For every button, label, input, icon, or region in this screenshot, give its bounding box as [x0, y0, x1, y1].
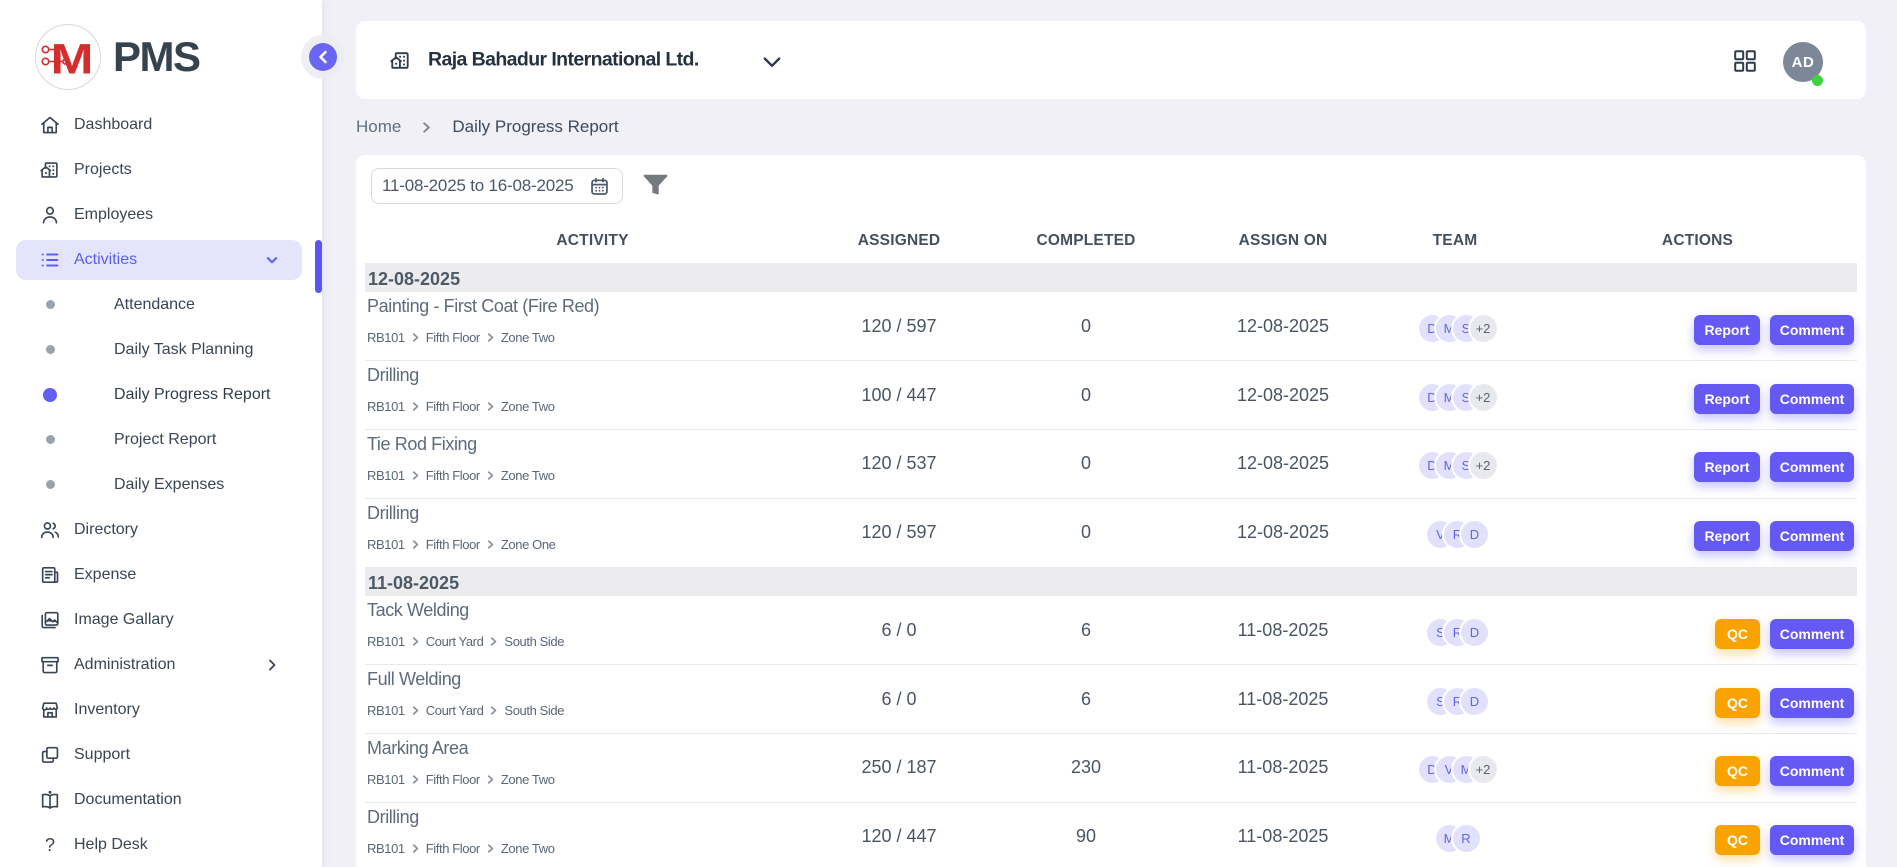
svg-text:?: ?	[45, 834, 55, 855]
svg-text:M: M	[51, 36, 94, 84]
